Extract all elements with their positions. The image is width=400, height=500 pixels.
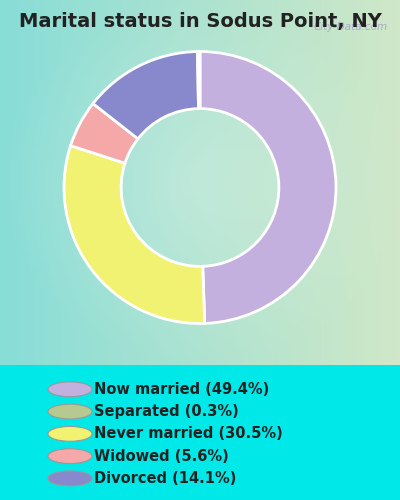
Text: Divorced (14.1%): Divorced (14.1%) bbox=[94, 471, 236, 486]
Text: Marital status in Sodus Point, NY: Marital status in Sodus Point, NY bbox=[18, 12, 382, 32]
Circle shape bbox=[48, 448, 92, 464]
Text: Never married (30.5%): Never married (30.5%) bbox=[94, 426, 283, 442]
Circle shape bbox=[48, 382, 92, 396]
Wedge shape bbox=[198, 52, 200, 108]
Circle shape bbox=[48, 471, 92, 486]
Text: Separated (0.3%): Separated (0.3%) bbox=[94, 404, 239, 419]
Circle shape bbox=[48, 404, 92, 419]
Wedge shape bbox=[64, 146, 205, 324]
Text: Now married (49.4%): Now married (49.4%) bbox=[94, 382, 269, 397]
Text: City-Data.com: City-Data.com bbox=[314, 22, 388, 32]
Wedge shape bbox=[200, 52, 336, 324]
Wedge shape bbox=[93, 52, 198, 139]
Text: Widowed (5.6%): Widowed (5.6%) bbox=[94, 448, 229, 464]
Wedge shape bbox=[71, 104, 138, 163]
Circle shape bbox=[48, 426, 92, 442]
